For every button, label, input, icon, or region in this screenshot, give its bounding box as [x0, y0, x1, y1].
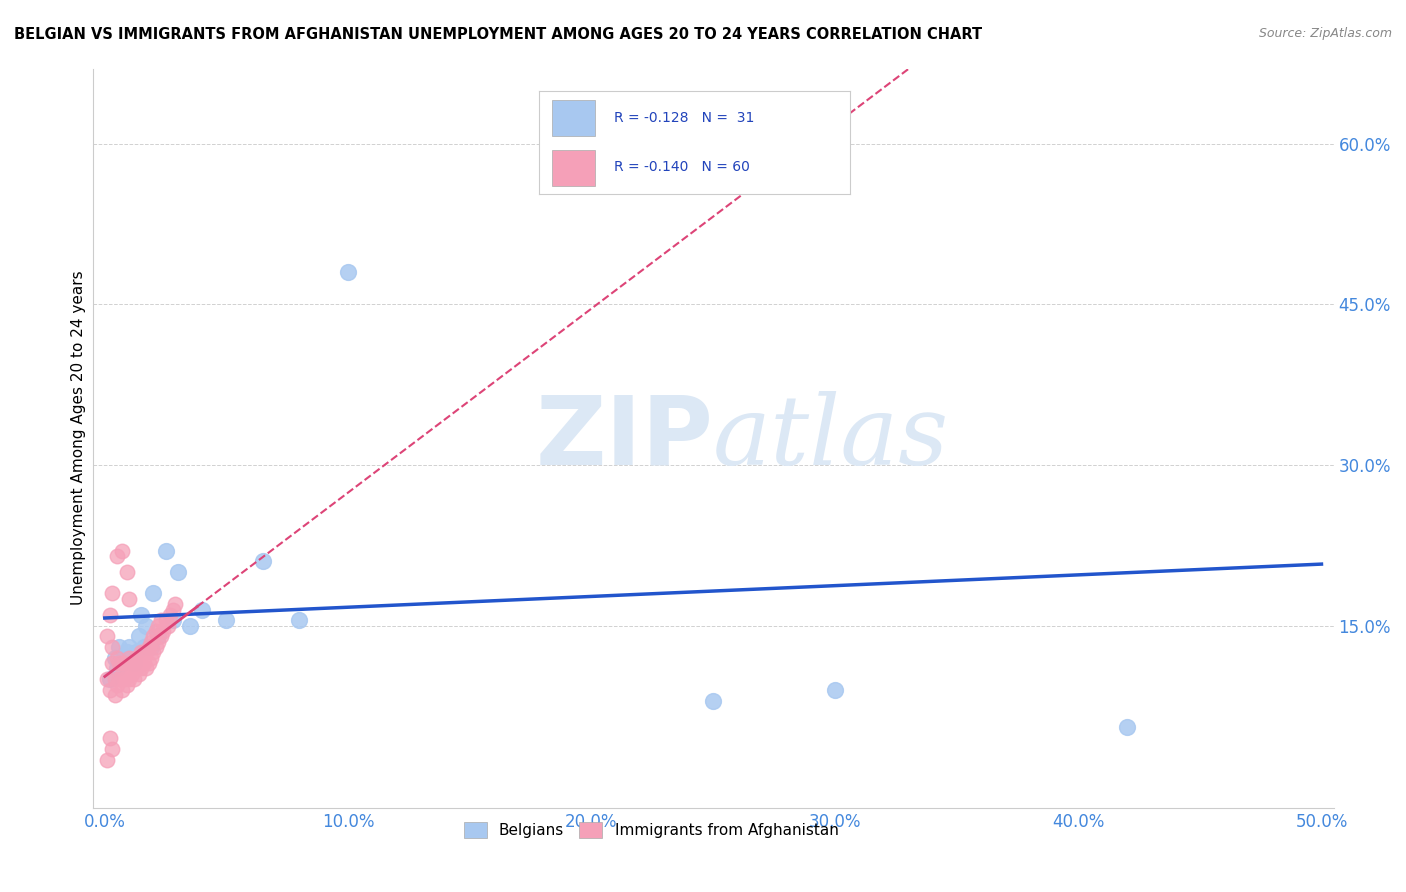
- Point: [135, 661, 157, 675]
- Point: [148, 629, 170, 643]
- Point: [165, 597, 187, 611]
- Point: [135, 645, 157, 659]
- Point: [111, 656, 134, 670]
- Point: [179, 618, 201, 632]
- Point: [145, 640, 167, 654]
- Point: [166, 565, 188, 579]
- Point: [111, 543, 134, 558]
- Text: atlas: atlas: [713, 391, 949, 485]
- Point: [101, 741, 124, 756]
- Point: [337, 265, 360, 279]
- Point: [121, 666, 143, 681]
- Point: [118, 672, 141, 686]
- Point: [132, 645, 155, 659]
- Point: [155, 613, 177, 627]
- Text: ZIP: ZIP: [536, 392, 713, 484]
- Point: [96, 752, 118, 766]
- Point: [101, 656, 124, 670]
- Point: [288, 613, 311, 627]
- Point: [139, 640, 162, 654]
- Point: [581, 136, 603, 151]
- Point: [101, 586, 124, 600]
- Point: [159, 607, 181, 622]
- Point: [129, 661, 152, 675]
- Point: [118, 640, 141, 654]
- Point: [105, 650, 128, 665]
- Point: [103, 672, 125, 686]
- Point: [138, 640, 160, 654]
- Point: [149, 629, 172, 643]
- Point: [122, 672, 145, 686]
- Point: [252, 554, 274, 568]
- Point: [142, 586, 165, 600]
- Point: [142, 629, 165, 643]
- Point: [128, 666, 150, 681]
- Point: [112, 672, 135, 686]
- Point: [129, 645, 152, 659]
- Point: [105, 549, 128, 563]
- Point: [148, 618, 170, 632]
- Point: [108, 656, 131, 670]
- Y-axis label: Unemployment Among Ages 20 to 24 years: Unemployment Among Ages 20 to 24 years: [72, 271, 86, 606]
- Point: [132, 656, 155, 670]
- Point: [215, 613, 238, 627]
- Point: [128, 629, 150, 643]
- Point: [824, 682, 846, 697]
- Point: [96, 672, 118, 686]
- Point: [162, 613, 184, 627]
- Point: [103, 688, 125, 702]
- Point: [122, 656, 145, 670]
- Point: [149, 613, 172, 627]
- Point: [115, 661, 138, 675]
- Point: [111, 666, 134, 681]
- Point: [132, 640, 155, 654]
- Point: [121, 656, 143, 670]
- Point: [118, 591, 141, 606]
- Point: [115, 677, 138, 691]
- Point: [108, 672, 131, 686]
- Point: [142, 645, 165, 659]
- Point: [139, 650, 162, 665]
- Point: [135, 618, 157, 632]
- Point: [103, 650, 125, 665]
- Point: [101, 640, 124, 654]
- Point: [122, 656, 145, 670]
- Legend: Belgians, Immigrants from Afghanistan: Belgians, Immigrants from Afghanistan: [457, 816, 845, 845]
- Point: [125, 645, 148, 659]
- Point: [121, 650, 143, 665]
- Point: [98, 682, 121, 697]
- Point: [145, 624, 167, 638]
- Point: [96, 629, 118, 643]
- Point: [108, 640, 131, 654]
- Point: [112, 650, 135, 665]
- Text: BELGIAN VS IMMIGRANTS FROM AFGHANISTAN UNEMPLOYMENT AMONG AGES 20 TO 24 YEARS CO: BELGIAN VS IMMIGRANTS FROM AFGHANISTAN U…: [14, 27, 983, 42]
- Point: [138, 656, 160, 670]
- Point: [115, 565, 138, 579]
- Point: [98, 607, 121, 622]
- Point: [157, 618, 180, 632]
- Point: [115, 645, 138, 659]
- Point: [112, 656, 135, 670]
- Point: [702, 693, 724, 707]
- Point: [148, 634, 170, 648]
- Point: [152, 624, 174, 638]
- Point: [125, 650, 148, 665]
- Point: [111, 682, 134, 697]
- Point: [98, 672, 121, 686]
- Point: [162, 602, 184, 616]
- Point: [139, 634, 162, 648]
- Point: [129, 607, 152, 622]
- Point: [105, 661, 128, 675]
- Point: [105, 677, 128, 691]
- Point: [1115, 720, 1137, 734]
- Text: Source: ZipAtlas.com: Source: ZipAtlas.com: [1258, 27, 1392, 40]
- Point: [118, 650, 141, 665]
- Point: [191, 602, 214, 616]
- Point: [125, 661, 148, 675]
- Point: [128, 656, 150, 670]
- Point: [155, 543, 177, 558]
- Point: [98, 731, 121, 745]
